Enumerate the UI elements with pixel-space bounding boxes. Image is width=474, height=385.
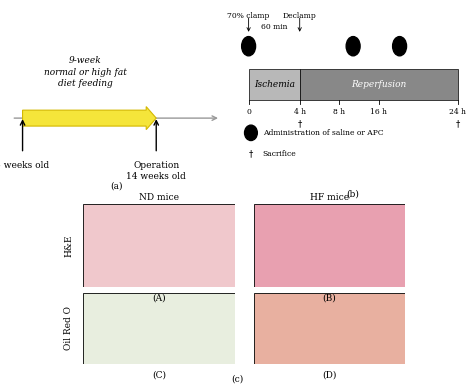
Text: 5 weeks old: 5 weeks old <box>0 161 50 170</box>
Text: Sacrifice: Sacrifice <box>263 150 296 158</box>
Text: HF mice: HF mice <box>310 193 349 202</box>
Text: ND mice: ND mice <box>139 193 179 202</box>
Text: (b): (b) <box>346 189 360 198</box>
Text: Operation
14 weeks old: Operation 14 weeks old <box>127 161 186 181</box>
Text: 70% clamp: 70% clamp <box>228 12 270 20</box>
Text: Ischemia: Ischemia <box>254 80 295 89</box>
Ellipse shape <box>392 37 407 56</box>
Bar <box>300 69 457 100</box>
Text: †: † <box>249 149 253 159</box>
Text: Oil Red O: Oil Red O <box>64 306 73 350</box>
Text: 4 h: 4 h <box>294 108 306 116</box>
Text: 8 h: 8 h <box>333 108 345 116</box>
Ellipse shape <box>346 37 360 56</box>
Text: H&E: H&E <box>64 234 73 257</box>
Ellipse shape <box>245 125 257 141</box>
Text: (B): (B) <box>322 294 337 303</box>
Text: (D): (D) <box>322 371 337 380</box>
Text: (c): (c) <box>231 374 243 383</box>
Ellipse shape <box>242 37 255 56</box>
Text: (A): (A) <box>152 294 165 303</box>
Text: 24 h: 24 h <box>449 108 466 116</box>
Text: Reperfusion: Reperfusion <box>351 80 406 89</box>
Text: †: † <box>298 119 302 128</box>
Text: (C): (C) <box>152 371 166 380</box>
Text: (a): (a) <box>110 182 122 191</box>
Bar <box>248 69 300 100</box>
Text: Administration of saline or APC: Administration of saline or APC <box>263 129 383 137</box>
Text: 0: 0 <box>246 108 251 116</box>
Text: †: † <box>456 119 460 128</box>
Text: Declamp: Declamp <box>283 12 317 20</box>
Text: 16 h: 16 h <box>370 108 387 116</box>
Text: 9-week
normal or high fat
diet feeding: 9-week normal or high fat diet feeding <box>44 57 127 88</box>
Text: 60 min: 60 min <box>261 23 287 31</box>
FancyArrow shape <box>23 107 156 130</box>
